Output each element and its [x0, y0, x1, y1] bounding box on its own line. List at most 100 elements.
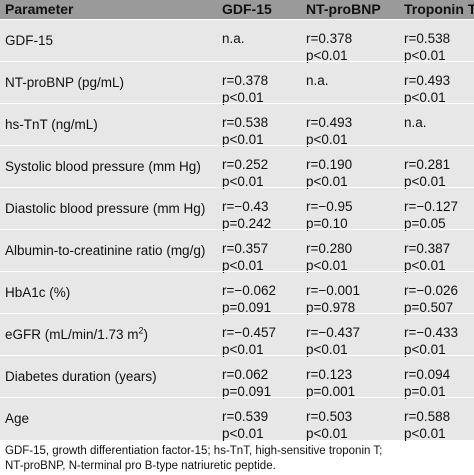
p-value: p=0.507	[404, 300, 454, 315]
r-value: r=0.357	[222, 241, 269, 256]
row-divider	[0, 61, 474, 62]
r-value: r=0.503	[306, 409, 353, 424]
ntprobnp-value: r=0.280 p<0.01	[306, 240, 352, 274]
row-label: GDF-15	[5, 33, 54, 48]
table-header: Parameter GDF-15 NT-proBNP Troponin T	[0, 0, 474, 19]
r-value: r=0.538	[222, 115, 269, 130]
troponin-value: r=0.588 p<0.01	[404, 408, 450, 442]
row-label: HbA1c (%)	[5, 285, 71, 300]
r-value: r=0.190	[306, 157, 353, 172]
header-troponin: Troponin T	[404, 1, 474, 17]
p-value: p=0.091	[222, 384, 272, 399]
ntprobnp-value: r=−0.95 p=0.10	[306, 198, 353, 232]
p-value: p<0.01	[404, 258, 446, 273]
gdf15-value: r=−0.457 p<0.01	[222, 324, 276, 358]
r-value: r=0.588	[404, 409, 451, 424]
row-label: Diabetes duration (years)	[5, 369, 157, 384]
row-label: hs-TnT (ng/mL)	[5, 117, 98, 132]
row-divider	[0, 271, 474, 272]
row-label: NT-proBNP (pg/mL)	[5, 75, 125, 90]
ntprobnp-value: r=−0.001 p=0.978	[306, 282, 360, 316]
p-value: p<0.01	[404, 90, 446, 105]
correlation-table: GDF-15 n.a. r=0.378 p<0.01 r=0.538 p<0.01 NT-p…	[0, 20, 474, 442]
row-divider	[0, 355, 474, 356]
ntprobnp-value: n.a.	[306, 72, 329, 106]
troponin-value: r=−0.026 p=0.507	[404, 282, 458, 316]
troponin-value: r=0.493 p<0.01	[404, 72, 450, 106]
r-value: r=−0.026	[404, 283, 459, 298]
r-value: r=−0.43	[222, 199, 269, 214]
r-value: r=0.280	[306, 241, 353, 256]
r-value: r=−0.457	[222, 325, 277, 340]
troponin-value: r=−0.127 p=0.05	[404, 198, 458, 232]
p-value: p<0.01	[404, 426, 446, 441]
r-value: r=0.539	[222, 409, 269, 424]
r-value: r=−0.062	[222, 283, 277, 298]
row-label: Albumin-to-creatinine ratio (mg/g)	[5, 243, 206, 258]
table-row: Diabetes duration (years) r=0.062 p=0.091 r…	[0, 356, 474, 400]
r-value: n.a.	[222, 31, 245, 46]
r-value: r=0.493	[404, 73, 451, 88]
table-row: HbA1c (%) r=−0.062 p=0.091 r=−0.001 p=0.978 r…	[0, 272, 474, 316]
gdf15-value: r=0.357 p<0.01	[222, 240, 268, 274]
table-row: Systolic blood pressure (mm Hg) r=0.252 p<…	[0, 146, 474, 190]
p-value: p=0.091	[222, 300, 272, 315]
table-row: NT-proBNP (pg/mL) r=0.378 p<0.01 n.a. r=0.49…	[0, 62, 474, 106]
table-footnote: GDF-15, growth differentiation factor-15…	[0, 441, 474, 475]
r-value: r=0.062	[222, 367, 269, 382]
troponin-value: r=0.094 p=0.01	[404, 366, 450, 400]
gdf15-value: r=0.378 p<0.01	[222, 72, 268, 106]
r-value: r=−0.95	[306, 199, 353, 214]
row-divider	[0, 145, 474, 146]
r-value: r=0.252	[222, 157, 269, 172]
r-value: r=0.538	[404, 31, 451, 46]
gdf15-value: r=−0.43 p=0.242	[222, 198, 271, 232]
gdf15-value: r=0.538 p<0.01	[222, 114, 268, 148]
row-divider	[0, 103, 474, 104]
r-value: r=0.493	[306, 115, 353, 130]
p-value: p=0.978	[306, 300, 356, 315]
gdf15-value: r=0.252 p<0.01	[222, 156, 268, 190]
table-row: Diastolic blood pressure (mm Hg) r=−0.43 p…	[0, 188, 474, 232]
p-value: p<0.01	[306, 48, 348, 63]
p-value: p<0.01	[222, 342, 264, 357]
p-value: p<0.01	[306, 174, 348, 189]
footnote-line-2: NT-proBNP, N-terminal pro B-type natriur…	[5, 460, 276, 472]
table-row: GDF-15 n.a. r=0.378 p<0.01 r=0.538 p<0.01	[0, 20, 474, 63]
table-row: hs-TnT (ng/mL) r=0.538 p<0.01 r=0.493 p<0.01…	[0, 104, 474, 148]
p-value: p<0.01	[404, 342, 446, 357]
p-value: p<0.01	[306, 258, 348, 273]
r-value: r=−0.001	[306, 283, 361, 298]
p-value: p<0.01	[222, 90, 264, 105]
p-value: p<0.01	[404, 48, 446, 63]
row-divider	[0, 397, 474, 398]
r-value: n.a.	[404, 115, 427, 130]
row-divider	[0, 187, 474, 188]
p-value: p=0.05	[404, 216, 446, 231]
table-row: Albumin-to-creatinine ratio (mg/g) r=0.35…	[0, 230, 474, 274]
gdf15-value: r=0.539 p<0.01	[222, 408, 268, 442]
header-gdf15: GDF-15	[222, 1, 272, 17]
r-value: r=0.378	[222, 73, 269, 88]
p-value: p<0.01	[222, 174, 264, 189]
header-ntprobnp: NT-proBNP	[306, 1, 381, 17]
r-value: r=0.378	[306, 31, 353, 46]
p-value: p<0.01	[306, 342, 348, 357]
table-row: Age r=0.539 p<0.01 r=0.503 p<0.01 r=0.588 p<0.…	[0, 398, 474, 442]
r-value: n.a.	[306, 73, 329, 88]
r-value: r=−0.437	[306, 325, 361, 340]
row-label: Diastolic blood pressure (mm Hg)	[5, 201, 206, 216]
p-value: p=0.01	[404, 384, 446, 399]
row-divider	[0, 313, 474, 314]
p-value: p=0.10	[306, 216, 348, 231]
r-value: r=0.094	[404, 367, 451, 382]
troponin-value: n.a.	[404, 114, 427, 148]
p-value: p<0.01	[222, 426, 264, 441]
p-value: p=0.242	[222, 216, 272, 231]
table-row: eGFR (mL/min/1.73 m2) r=−0.457 p<0.01 r=−0.…	[0, 314, 474, 358]
ntprobnp-value: r=0.190 p<0.01	[306, 156, 352, 190]
r-value: r=−0.127	[404, 199, 459, 214]
ntprobnp-value: r=0.493 p<0.01	[306, 114, 352, 148]
p-value: p<0.01	[404, 174, 446, 189]
row-divider	[0, 229, 474, 230]
